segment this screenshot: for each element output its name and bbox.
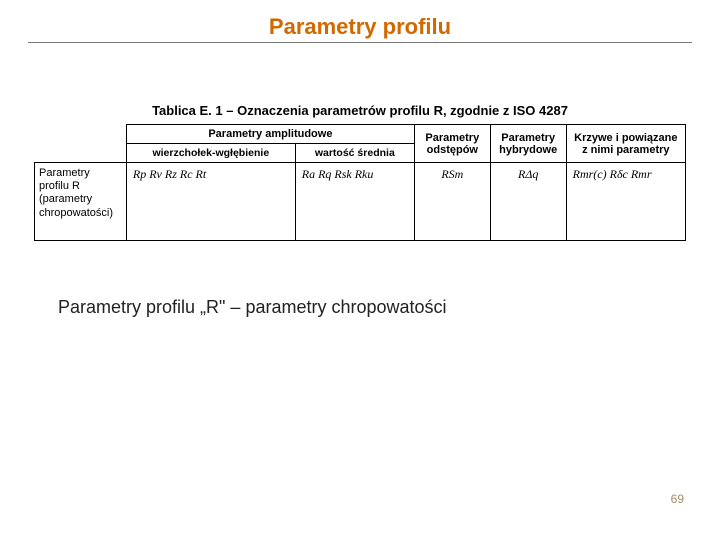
header-amplitude: Parametry amplitudowe [126, 125, 414, 144]
row-label-line1: Parametry [39, 167, 90, 179]
header-curves: Krzywe i powiązane z nimi parametry [566, 125, 685, 163]
table-row: Parametry profilu R (parametry chropowat… [35, 163, 686, 241]
table-area: Tablica E. 1 – Oznaczenia parametrów pro… [28, 103, 692, 241]
subtitle-text: Parametry profilu „R" – parametry chropo… [58, 297, 692, 318]
cell-spacing: RSm [414, 163, 490, 241]
page-title: Parametry profilu [28, 14, 692, 40]
header-hybrid: Parametry hybrydowe [490, 125, 566, 163]
cell-amp2: Ra Rq Rsk Rku [295, 163, 414, 241]
table-caption: Tablica E. 1 – Oznaczenia parametrów pro… [34, 103, 686, 118]
header-amp-sub2: wartość średnia [295, 144, 414, 163]
header-blank [35, 125, 127, 163]
row-label-cell: Parametry profilu R (parametry chropowat… [35, 163, 127, 241]
header-spacing: Parametry odstępów [414, 125, 490, 163]
page-number: 69 [671, 492, 684, 506]
row-label-line2: profilu R [39, 180, 80, 192]
header-amp-sub1: wierzchołek-wgłębienie [126, 144, 295, 163]
cell-curves: Rmr(c) Rδc Rmr [566, 163, 685, 241]
parameters-table: Parametry amplitudowe Parametry odstępów… [34, 124, 686, 241]
row-label-line3: (parametry [39, 193, 92, 205]
cell-amp1: Rp Rv Rz Rc Rt [126, 163, 295, 241]
title-rule: Parametry profilu [28, 14, 692, 43]
cell-hybrid: RΔq [490, 163, 566, 241]
row-label-line4: chropowatości) [39, 207, 113, 219]
slide-page: Parametry profilu Tablica E. 1 – Oznacze… [0, 0, 720, 540]
table-header-row-1: Parametry amplitudowe Parametry odstępów… [35, 125, 686, 144]
